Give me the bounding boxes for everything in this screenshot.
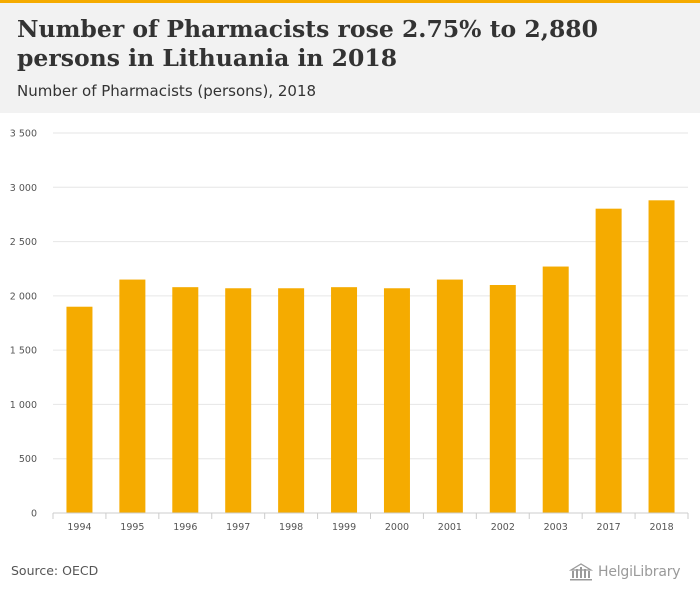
x-tick-label: 2002 bbox=[491, 522, 515, 533]
chart-title: Number of Pharmacists rose 2.75% to 2,88… bbox=[17, 15, 598, 72]
y-tick-label: 2 000 bbox=[10, 291, 37, 302]
bar-1998[interactable] bbox=[278, 288, 305, 513]
helgi-library-logo[interactable]: HelgiLibrary bbox=[568, 562, 681, 582]
y-tick-label: 0 bbox=[31, 509, 37, 520]
x-tick-label: 1997 bbox=[226, 522, 250, 533]
chart-subtitle: Number of Pharmacists (persons), 2018 bbox=[17, 82, 317, 100]
x-tick-label: 2000 bbox=[385, 522, 409, 533]
bar-2003[interactable] bbox=[542, 266, 569, 513]
bars bbox=[66, 200, 675, 514]
x-tick-label: 2001 bbox=[438, 522, 462, 533]
y-tick-label: 3 000 bbox=[10, 183, 37, 194]
bar-1999[interactable] bbox=[331, 287, 358, 513]
bar-2002[interactable] bbox=[489, 285, 516, 513]
gridlines bbox=[53, 132, 688, 514]
x-tick-label: 1999 bbox=[332, 522, 356, 533]
y-tick-label: 1 000 bbox=[10, 400, 37, 411]
accent-strip bbox=[0, 0, 700, 3]
y-tick-label: 2 500 bbox=[10, 237, 37, 248]
x-axis: 1994 1995 1996 1997 1998 1999 2000 2001 2002 2003… bbox=[52, 512, 689, 533]
y-tick-label: 500 bbox=[19, 454, 37, 465]
y-tick-label: 3 500 bbox=[10, 129, 37, 140]
library-building-icon bbox=[568, 563, 594, 581]
x-tick-label: 2003 bbox=[544, 522, 568, 533]
bar-2018[interactable] bbox=[648, 200, 675, 514]
bar-1996[interactable] bbox=[172, 287, 199, 513]
bar-2017[interactable] bbox=[595, 208, 622, 513]
bar-1994[interactable] bbox=[66, 306, 93, 513]
bar-1995[interactable] bbox=[119, 279, 146, 513]
bar-2000[interactable] bbox=[383, 288, 410, 513]
x-tick-label: 1996 bbox=[173, 522, 197, 533]
source-note: Source: OECD bbox=[11, 563, 99, 578]
bar-1997[interactable] bbox=[225, 288, 252, 513]
logo-text: HelgiLibrary bbox=[598, 564, 681, 580]
y-axis: 0 500 1 000 1 500 2 000 2 500 3 000 3 500 bbox=[10, 129, 37, 520]
y-tick-label: 1 500 bbox=[10, 346, 37, 357]
x-tick-label: 2017 bbox=[597, 522, 621, 533]
x-tick-label: 1994 bbox=[67, 522, 91, 533]
x-tick-label: 1995 bbox=[120, 522, 144, 533]
x-tick-label: 1998 bbox=[279, 522, 303, 533]
x-tick-label: 2018 bbox=[649, 522, 673, 533]
chart-header: Number of Pharmacists rose 2.75% to 2,88… bbox=[0, 3, 700, 113]
bar-2001[interactable] bbox=[436, 279, 463, 513]
